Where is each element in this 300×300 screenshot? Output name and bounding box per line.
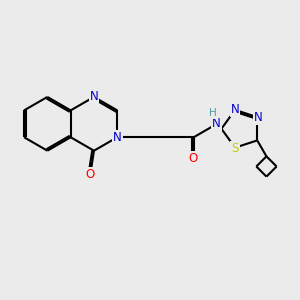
Text: N: N: [231, 103, 239, 116]
Text: S: S: [231, 142, 239, 155]
Text: N: N: [254, 111, 263, 124]
Text: O: O: [188, 152, 198, 165]
Text: O: O: [86, 168, 95, 181]
Text: N: N: [212, 117, 221, 130]
Text: N: N: [90, 90, 98, 104]
Text: N: N: [113, 131, 122, 144]
Text: H: H: [209, 108, 217, 118]
